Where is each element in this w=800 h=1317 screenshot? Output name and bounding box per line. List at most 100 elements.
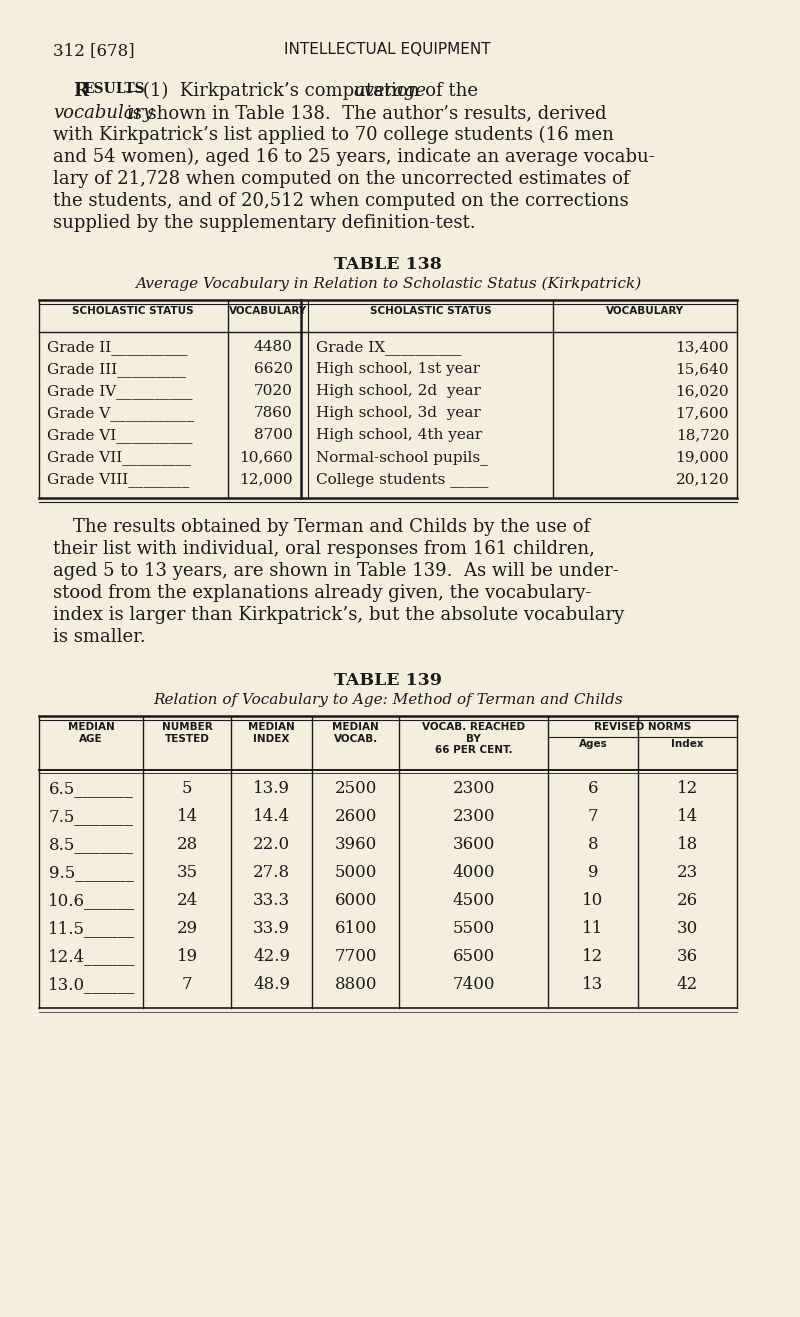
Text: 20,120: 20,120 xyxy=(675,471,729,486)
Text: 6.5_______: 6.5_______ xyxy=(49,780,134,797)
Text: 13,400: 13,400 xyxy=(675,340,729,354)
Text: vocabulary: vocabulary xyxy=(54,104,154,122)
Text: 27.8: 27.8 xyxy=(253,864,290,881)
Text: REVISED NORMS: REVISED NORMS xyxy=(594,722,691,732)
Text: 2500: 2500 xyxy=(334,780,377,797)
Text: 3960: 3960 xyxy=(334,836,377,853)
Text: 36: 36 xyxy=(677,948,698,965)
Text: Grade II__________: Grade II__________ xyxy=(46,340,187,354)
Text: with Kirkpatrick’s list applied to 70 college students (16 men: with Kirkpatrick’s list applied to 70 co… xyxy=(54,126,614,145)
Text: Grade VII_________: Grade VII_________ xyxy=(46,450,190,465)
Text: 7: 7 xyxy=(182,976,193,993)
Text: VOCAB. REACHED
BY
66 PER CENT.: VOCAB. REACHED BY 66 PER CENT. xyxy=(422,722,525,755)
Text: NUMBER
TESTED: NUMBER TESTED xyxy=(162,722,213,744)
Text: 7860: 7860 xyxy=(254,406,293,420)
Text: 13: 13 xyxy=(582,976,603,993)
Text: High school, 2d  year: High school, 2d year xyxy=(316,385,481,398)
Text: Grade IV__________: Grade IV__________ xyxy=(46,385,192,399)
Text: Normal-school pupils_: Normal-school pupils_ xyxy=(316,450,488,465)
Text: is shown in Table 138.  The author’s results, derived: is shown in Table 138. The author’s resu… xyxy=(121,104,607,122)
Text: 12,000: 12,000 xyxy=(239,471,293,486)
Text: 8: 8 xyxy=(587,836,598,853)
Text: 11: 11 xyxy=(582,921,603,936)
Text: stood from the explanations already given, the vocabulary-: stood from the explanations already give… xyxy=(54,583,592,602)
Text: 33.3: 33.3 xyxy=(253,892,290,909)
Text: —(1)  Kirkpatrick’s computation of the: —(1) Kirkpatrick’s computation of the xyxy=(125,82,484,100)
Text: 48.9: 48.9 xyxy=(253,976,290,993)
Text: Grade VIII________: Grade VIII________ xyxy=(46,471,189,487)
Text: 5000: 5000 xyxy=(334,864,377,881)
Text: 18: 18 xyxy=(677,836,698,853)
Text: R: R xyxy=(73,82,88,100)
Text: 13.0______: 13.0______ xyxy=(47,976,135,993)
Text: 312 [678]: 312 [678] xyxy=(54,42,135,59)
Text: 9: 9 xyxy=(588,864,598,881)
Text: 28: 28 xyxy=(177,836,198,853)
Text: 7400: 7400 xyxy=(452,976,495,993)
Text: 29: 29 xyxy=(177,921,198,936)
Text: average: average xyxy=(353,82,426,100)
Text: 10,660: 10,660 xyxy=(239,450,293,464)
Text: is smaller.: is smaller. xyxy=(54,628,146,647)
Text: Grade IX__________: Grade IX__________ xyxy=(316,340,462,354)
Text: 16,020: 16,020 xyxy=(675,385,729,398)
Text: supplied by the supplementary definition-test.: supplied by the supplementary definition… xyxy=(54,213,476,232)
Text: Relation of Vocabulary to Age: Method of Terman and Childs: Relation of Vocabulary to Age: Method of… xyxy=(153,693,622,707)
Text: 15,640: 15,640 xyxy=(675,362,729,375)
Text: Grade III_________: Grade III_________ xyxy=(46,362,186,377)
Text: 17,600: 17,600 xyxy=(675,406,729,420)
Text: aged 5 to 13 years, are shown in Table 139.  As will be under-: aged 5 to 13 years, are shown in Table 1… xyxy=(54,562,619,579)
Text: Index: Index xyxy=(671,739,704,749)
Text: Grade V___________: Grade V___________ xyxy=(46,406,194,421)
Text: 3600: 3600 xyxy=(453,836,495,853)
Text: Grade VI__________: Grade VI__________ xyxy=(46,428,192,443)
Text: the students, and of 20,512 when computed on the corrections: the students, and of 20,512 when compute… xyxy=(54,192,629,209)
Text: 18,720: 18,720 xyxy=(676,428,729,443)
Text: 9.5_______: 9.5_______ xyxy=(49,864,134,881)
Text: The results obtained by Terman and Childs by the use of: The results obtained by Terman and Child… xyxy=(73,518,590,536)
Text: 4500: 4500 xyxy=(453,892,495,909)
Text: High school, 1st year: High school, 1st year xyxy=(316,362,480,375)
Text: 42.9: 42.9 xyxy=(253,948,290,965)
Text: INTELLECTUAL EQUIPMENT: INTELLECTUAL EQUIPMENT xyxy=(285,42,491,57)
Text: 12.4______: 12.4______ xyxy=(47,948,135,965)
Text: 6620: 6620 xyxy=(254,362,293,375)
Text: 14: 14 xyxy=(677,809,698,824)
Text: TABLE 139: TABLE 139 xyxy=(334,672,442,689)
Text: 10.6______: 10.6______ xyxy=(47,892,134,909)
Text: Average Vocabulary in Relation to Scholastic Status (Kirkpatrick): Average Vocabulary in Relation to Schola… xyxy=(134,277,641,291)
Text: 2300: 2300 xyxy=(452,809,495,824)
Text: 4000: 4000 xyxy=(452,864,495,881)
Text: 10: 10 xyxy=(582,892,603,909)
Text: 12: 12 xyxy=(582,948,603,965)
Text: MEDIAN
VOCAB.: MEDIAN VOCAB. xyxy=(333,722,379,744)
Text: 30: 30 xyxy=(677,921,698,936)
Text: 22.0: 22.0 xyxy=(253,836,290,853)
Text: 6100: 6100 xyxy=(334,921,377,936)
Text: 7: 7 xyxy=(587,809,598,824)
Text: 33.9: 33.9 xyxy=(253,921,290,936)
Text: 23: 23 xyxy=(677,864,698,881)
Text: 7.5_______: 7.5_______ xyxy=(49,809,134,824)
Text: 11.5______: 11.5______ xyxy=(47,921,134,936)
Text: 19,000: 19,000 xyxy=(675,450,729,464)
Text: 8.5_______: 8.5_______ xyxy=(49,836,134,853)
Text: VOCABULARY: VOCABULARY xyxy=(229,306,307,316)
Text: 8700: 8700 xyxy=(254,428,293,443)
Text: 24: 24 xyxy=(177,892,198,909)
Text: 6000: 6000 xyxy=(334,892,377,909)
Text: College students _____: College students _____ xyxy=(316,471,489,487)
Text: 5: 5 xyxy=(182,780,192,797)
Text: 7020: 7020 xyxy=(254,385,293,398)
Text: 8800: 8800 xyxy=(334,976,377,993)
Text: index is larger than Kirkpatrick’s, but the absolute vocabulary: index is larger than Kirkpatrick’s, but … xyxy=(54,606,625,624)
Text: 6500: 6500 xyxy=(453,948,494,965)
Text: 13.9: 13.9 xyxy=(253,780,290,797)
Text: 12: 12 xyxy=(677,780,698,797)
Text: MEDIAN
AGE: MEDIAN AGE xyxy=(68,722,114,744)
Text: VOCABULARY: VOCABULARY xyxy=(606,306,684,316)
Text: lary of 21,728 when computed on the uncorrected estimates of: lary of 21,728 when computed on the unco… xyxy=(54,170,630,188)
Text: ESULTS: ESULTS xyxy=(83,82,145,96)
Text: 4480: 4480 xyxy=(254,340,293,354)
Text: 42: 42 xyxy=(677,976,698,993)
